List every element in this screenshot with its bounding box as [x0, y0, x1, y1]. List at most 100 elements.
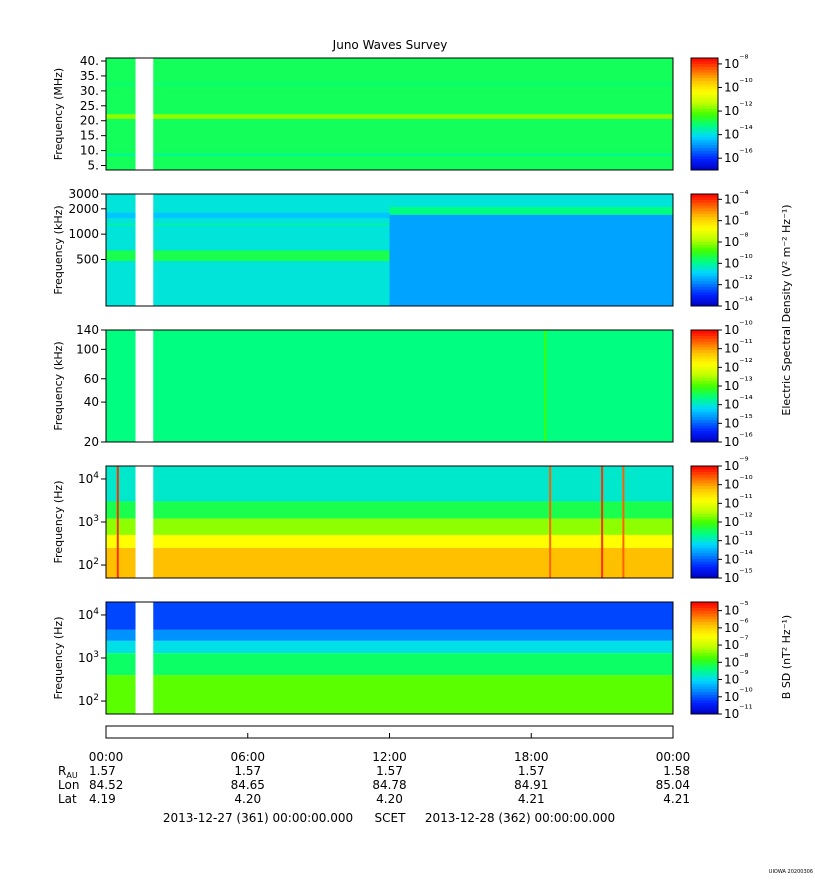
data-gap	[135, 194, 154, 306]
colorbar-step	[691, 130, 718, 135]
colorbar-step	[691, 91, 718, 95]
colorbar-step	[691, 702, 718, 707]
y-tick-label: 500	[76, 252, 99, 266]
colorbar-step	[691, 216, 718, 220]
emission-spike	[549, 466, 552, 578]
y-axis-label: Frequency (kHz)	[52, 341, 65, 430]
colorbar-tick-label: 10⁻¹⁰	[724, 475, 753, 492]
colorbar-step	[691, 266, 718, 271]
colorbar-frame	[690, 57, 719, 171]
colorbar-step	[691, 346, 718, 351]
y-tick-label: 1000	[68, 227, 99, 241]
ephemeris-value: 1.57	[376, 764, 403, 778]
colorbar-step	[691, 150, 718, 154]
colorbar-step	[691, 297, 718, 301]
spectrogram-panels: 40.35.30.25.20.15.10.5. Frequency (MHz) 10…	[52, 54, 753, 721]
colorbar-step	[691, 199, 718, 203]
colorbar-step	[691, 202, 718, 206]
colorbar-step	[691, 482, 718, 487]
colorbar-step	[691, 111, 718, 115]
colorbar-step	[691, 536, 718, 540]
colorbar-step	[691, 114, 718, 118]
y-tick-label: 30.	[80, 84, 99, 98]
colorbar-step	[691, 289, 718, 293]
y-axis-label: Frequency (Hz)	[52, 481, 65, 564]
colorbar-step	[691, 416, 718, 421]
colorbar: 10⁻⁸ 10⁻¹⁰ 10⁻¹² 10⁻¹⁴ 10⁻¹⁶	[690, 54, 753, 171]
spectral-band	[106, 675, 673, 714]
colorbar-step	[691, 425, 718, 429]
colorbar-step	[691, 397, 718, 401]
colorbar-step	[691, 77, 718, 81]
colorbar-tick-label: 10⁻¹³	[724, 376, 753, 393]
emission-spike	[116, 466, 119, 578]
y-tick-label: 140	[76, 323, 99, 337]
y-tick-label: 104	[78, 471, 99, 486]
colorbar-step	[691, 694, 718, 698]
emission-spike	[601, 466, 604, 578]
colorbar-step	[691, 711, 718, 715]
data-gap	[135, 602, 154, 714]
colorbar-step	[691, 219, 718, 223]
spectral-band	[106, 534, 673, 548]
colorbar-step	[691, 505, 718, 509]
colorbar-tick-label: 10⁻⁸	[724, 54, 749, 71]
colorbar-step	[691, 363, 718, 367]
colorbar-step	[691, 391, 718, 395]
colorbar-tick-label: 10⁻¹⁴	[724, 125, 753, 142]
colorbar-tick-label: 10⁻¹⁴	[724, 395, 753, 412]
colorbar-step	[691, 100, 718, 104]
colorbar-step	[691, 655, 718, 659]
colorbar-step	[691, 527, 718, 531]
colorbar-tick-label: 10⁻¹¹	[724, 493, 753, 510]
colorbar-frame	[690, 193, 719, 307]
y-tick-label: 102	[78, 557, 99, 572]
spectral-band	[106, 330, 673, 442]
colorbar-step	[691, 686, 718, 690]
colorbar-step	[691, 116, 718, 121]
colorbar-step	[691, 638, 718, 642]
colorbar-step	[691, 558, 718, 562]
colorbar-step	[691, 105, 718, 109]
colorbar-step	[691, 530, 718, 534]
colorbar: 10⁻⁴ 10⁻⁶ 10⁻⁸ 10⁻¹⁰ 10⁻¹² 10⁻¹⁴	[690, 189, 753, 313]
ephemeris-value: 84.78	[372, 778, 406, 792]
colorbar-tick-label: 10⁻¹¹	[724, 339, 753, 356]
colorbar-step	[691, 158, 718, 163]
y-tick-label: 20.	[80, 114, 99, 128]
colorbar-step	[691, 422, 718, 426]
credit-stamp: UIOWA 20200306	[769, 869, 813, 875]
colorbar-step	[691, 538, 718, 543]
colorbar-step	[691, 250, 718, 254]
colorbar-step	[691, 374, 718, 379]
colorbar-step	[691, 680, 718, 684]
colorbar-step	[691, 383, 718, 387]
colorbar-step	[691, 575, 718, 579]
colorbar-step	[691, 533, 718, 537]
colorbar-step	[691, 474, 718, 478]
colorbar-step	[691, 700, 718, 704]
colorbar-step	[691, 674, 718, 679]
colorbar-step	[691, 672, 718, 676]
ephemeris-value: 1.57	[234, 764, 261, 778]
colorbar-step	[691, 94, 718, 98]
figure-title: Juno Waves Survey	[332, 38, 448, 52]
colorbar-step	[691, 564, 718, 568]
colorbar-step	[691, 332, 718, 337]
footer-time-frame: SCET	[375, 811, 407, 825]
ephemeris-value: 1.57	[518, 764, 545, 778]
ephemeris-value: 1.58	[663, 764, 690, 778]
colorbar-step	[691, 86, 718, 90]
spectrogram-image	[106, 602, 673, 714]
y-axis-label: Frequency (Hz)	[52, 617, 65, 700]
colorbar-step	[691, 236, 718, 240]
data-gap	[135, 58, 154, 170]
colorbar-step	[691, 167, 718, 171]
colorbar-step	[691, 349, 718, 353]
colorbar-step	[691, 377, 718, 381]
colorbar-tick-label: 10⁻¹⁵	[724, 413, 753, 430]
colorbar-step	[691, 414, 718, 418]
y-axis-label: Frequency (MHz)	[52, 68, 65, 160]
plasma-event-edge	[389, 207, 673, 215]
